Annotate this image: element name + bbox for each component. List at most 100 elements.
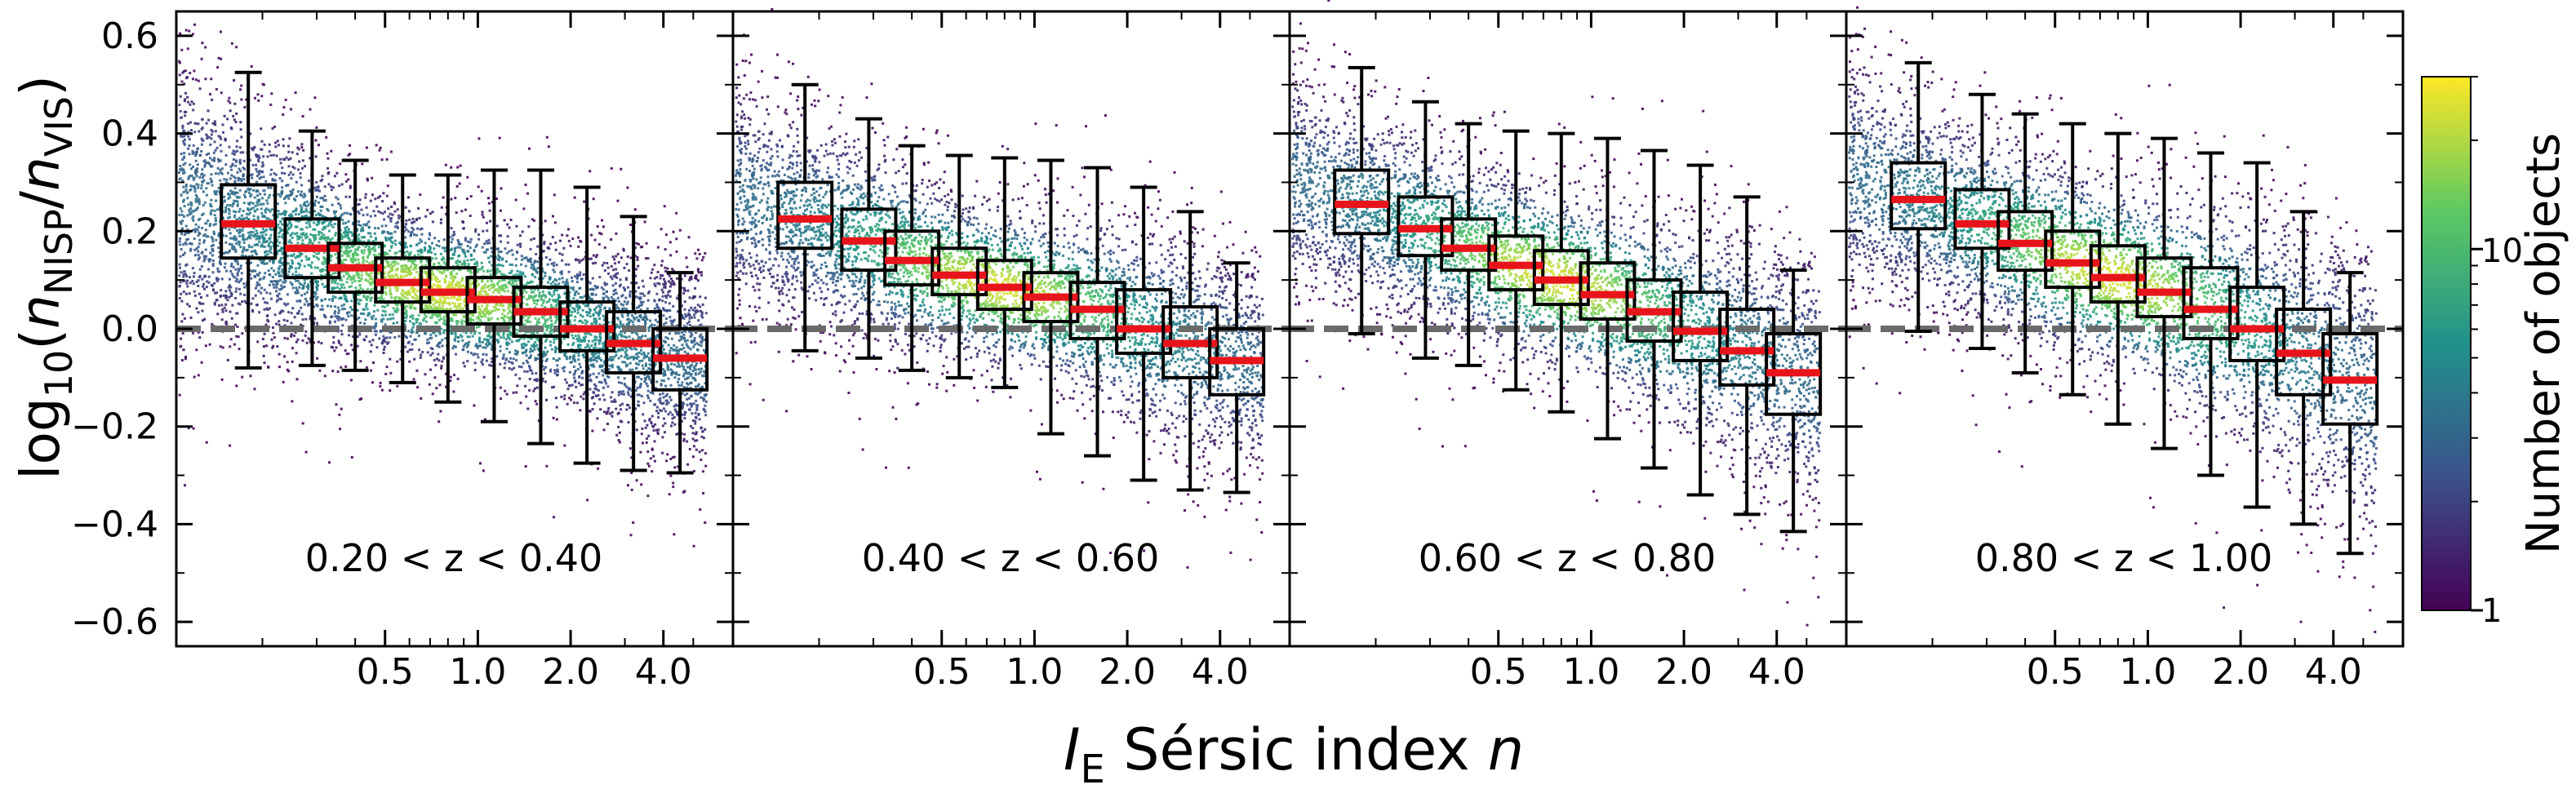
box-median [2045, 259, 2100, 267]
box-panel-1-1 [220, 70, 278, 370]
xtick-label-2-1: 0.5 [913, 651, 970, 693]
box-panel-4-6 [2135, 136, 2193, 450]
density-points-4-302 [1893, 138, 2368, 494]
density-points-2-515 [922, 251, 925, 255]
density-points-2-420 [1014, 278, 1017, 282]
density-points-2-534 [1089, 225, 1092, 228]
density-points-1-145 [392, 273, 480, 308]
density-points-4-342 [2070, 253, 2072, 255]
ytick-label-6: −0.4 [71, 503, 158, 545]
density-points-2-379 [999, 304, 1002, 308]
density-points-4-472 [2319, 435, 2322, 438]
density-points-2-525 [1237, 410, 1241, 413]
panel-label-1: 0.20 < z < 0.40 [305, 536, 603, 580]
density-points-1-485 [455, 273, 458, 275]
density-panel-1 [178, 23, 708, 548]
density-points-2-219 [952, 267, 1028, 289]
density-points-4-451 [1870, 115, 2204, 397]
density-points-4-133 [1999, 229, 2002, 233]
density-points-3-523 [1533, 353, 1536, 357]
density-points-1-533 [483, 315, 486, 318]
density-points-4-517 [2083, 201, 2085, 203]
xtick-label-3-2: 1.0 [1562, 651, 1619, 693]
box-panel-2-7 [1068, 166, 1126, 458]
density-points-4-324 [2140, 317, 2143, 321]
panel-label-2: 0.40 < z < 0.60 [862, 536, 1160, 580]
density-points-1-504 [508, 318, 511, 321]
density-points-2-518 [1012, 265, 1015, 268]
density-points-1-101 [192, 87, 648, 445]
density-points-1-70 [178, 185, 700, 416]
density-points-3-529 [1539, 253, 1542, 256]
colorbar-ticks-layer: 10 1 [2471, 76, 2523, 630]
density-points-3-192 [1291, 43, 1784, 550]
xtick-label-4-1: 0.5 [2027, 651, 2084, 693]
density-points-1-541 [646, 437, 649, 441]
box-panel-2-4 [930, 153, 988, 379]
box-panel-3-2 [1397, 100, 1455, 360]
box-median [1673, 327, 1728, 335]
density-points-4-521 [2127, 268, 2130, 272]
density-points-2-520 [1120, 285, 1123, 288]
box-median [1070, 305, 1125, 313]
density-points-2-147 [735, 174, 1265, 388]
box-median [1580, 290, 1635, 299]
box-iqr [2182, 266, 2240, 340]
box-median [1489, 261, 1543, 269]
density-points-2-464 [917, 251, 975, 276]
density-points-2-35 [763, 190, 1237, 375]
density-points-2-443 [976, 239, 979, 242]
box-median [2323, 376, 2378, 384]
density-points-2-19 [785, 197, 1219, 361]
density-points-4-432 [1852, 168, 2357, 400]
box-median [606, 339, 661, 348]
colorbar-label: Number of objects [2517, 133, 2570, 554]
xtick-label-1-3: 2.0 [542, 651, 599, 693]
density-points-2-522 [1050, 281, 1053, 284]
density-points-4-534 [2078, 273, 2081, 276]
box-panel-4-4 [2044, 122, 2102, 397]
density-points-3-498 [1597, 313, 1600, 316]
colorbar-tick-label-2: 1 [2481, 592, 2502, 630]
density-points-1-215 [349, 253, 371, 281]
density-points-3-526 [1552, 297, 1555, 300]
box-median [2276, 349, 2331, 357]
density-points-1-170 [183, 152, 706, 401]
box-median [1163, 339, 1218, 348]
density-points-4-452 [2125, 253, 2128, 256]
box-panel-3-6 [1579, 136, 1637, 441]
density-points-4-237 [2316, 488, 2319, 491]
xtick-label-2-2: 1.0 [1006, 651, 1063, 693]
box-panel-2-3 [883, 144, 941, 372]
density-points-3-480 [1552, 322, 1556, 326]
density-points-1-529 [442, 308, 446, 311]
box-median [1955, 219, 2010, 228]
density-points-1-268 [182, 122, 707, 431]
density-points-4-414 [2169, 274, 2172, 277]
density-points-4-479 [2178, 317, 2181, 321]
box-median [2090, 273, 2145, 282]
density-points-3-336 [1762, 423, 1765, 426]
density-points-2-513 [1055, 282, 1059, 285]
density-points-4-391 [2156, 285, 2160, 288]
density-points-3-531 [1600, 287, 1603, 290]
y-label-base: 10 [37, 350, 81, 398]
density-points-1-149 [384, 261, 505, 296]
density-points-4-524 [2122, 260, 2125, 264]
box-panel-3-1 [1333, 65, 1391, 335]
density-points-4-518 [2109, 322, 2112, 326]
density-points-4-489 [2202, 203, 2205, 206]
density-points-4-473 [2060, 217, 2063, 219]
density-points-4-196 [1938, 195, 2285, 364]
density-points-3-383 [1321, 151, 1816, 344]
xtick-label-2-3: 2.0 [1099, 651, 1156, 693]
density-points-3-341 [1496, 250, 1517, 272]
density-points-1-437 [400, 274, 402, 277]
density-points-4-501 [1977, 239, 1980, 242]
density-points-1-468 [499, 285, 502, 288]
density-points-2-492 [976, 352, 979, 355]
density-points-1-476 [365, 260, 368, 263]
box-panel-2-9 [1161, 210, 1219, 492]
density-points-2-448 [1109, 312, 1141, 347]
